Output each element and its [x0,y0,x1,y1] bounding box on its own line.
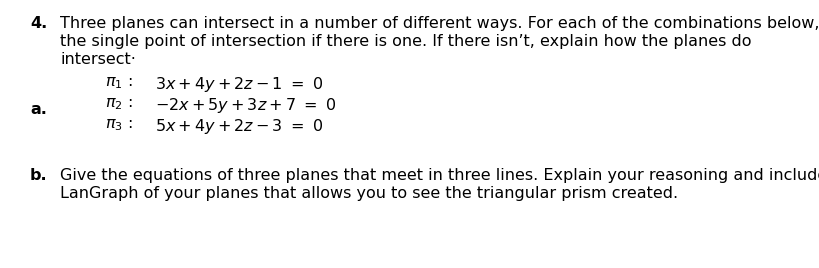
Text: intersect·: intersect· [60,52,136,67]
Text: Give the equations of three planes that meet in three lines. Explain your reason: Give the equations of three planes that … [60,168,819,183]
Text: $5x + 4y + 2z - 3 \ = \ 0$: $5x + 4y + 2z - 3 \ = \ 0$ [155,117,323,136]
Text: $\pi_1$ :: $\pi_1$ : [105,75,133,91]
Text: $3x + 4y + 2z - 1 \ = \ 0$: $3x + 4y + 2z - 1 \ = \ 0$ [155,75,323,94]
Text: $-2x + 5y + 3z + 7 \ = \ 0$: $-2x + 5y + 3z + 7 \ = \ 0$ [155,96,336,115]
Text: 4.: 4. [30,16,48,31]
Text: $\pi_2$ :: $\pi_2$ : [105,96,133,112]
Text: LanGraph of your planes that allows you to see the triangular prism created.: LanGraph of your planes that allows you … [60,186,677,201]
Text: the single point of intersection if there is one. If there isn’t, explain how th: the single point of intersection if ther… [60,34,750,49]
Text: b.: b. [30,168,48,183]
Text: $\pi_3$ :: $\pi_3$ : [105,117,133,133]
Text: Three planes can intersect in a number of different ways. For each of the combin: Three planes can intersect in a number o… [60,16,819,31]
Text: a.: a. [30,102,47,117]
